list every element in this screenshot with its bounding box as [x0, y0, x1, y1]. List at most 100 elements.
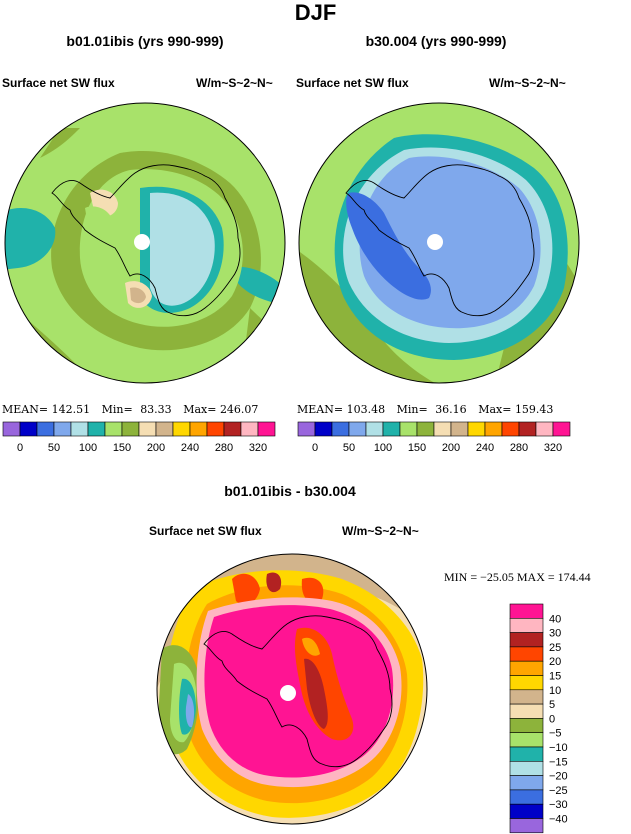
diff-coastline	[203, 615, 393, 768]
panel1-colorbar-tick-label: 240	[181, 442, 199, 454]
diff-title: b01.01ibis - b30.004	[224, 483, 356, 499]
panel2-colorbar-tick-label: 100	[374, 442, 392, 454]
panel1-colorbar-swatch	[36, 421, 55, 437]
panel1-colorbar-swatch	[189, 421, 208, 437]
panel1-min-value: 83.33	[140, 403, 172, 416]
panel2-colorbar-swatch	[348, 421, 367, 437]
panel2-colorbar-swatch	[331, 421, 350, 437]
panel1-colorbar-swatch	[2, 421, 21, 437]
diff-patch	[185, 694, 195, 728]
panel2-units-label: W/m~S~2~N~	[489, 76, 566, 90]
panel2-colorbar-swatch	[416, 421, 435, 437]
diff-stats: MIN = −25.05 MAX = 174.44	[444, 570, 591, 584]
diff-colorbar-tick-label: 25	[549, 642, 561, 654]
panel1-colorbar: 0 50 100 150 200 240 280 320	[2, 421, 276, 454]
panel1-patch	[230, 266, 285, 303]
panel1-stats: MEAN= 142.51 Min= 83.33 Max= 246.07	[2, 403, 258, 416]
diff-colorbar-tick-label: 40	[549, 613, 561, 625]
panel2-colorbar-tick-label: 280	[510, 442, 528, 454]
diff-colorbar-tick-label: −20	[549, 771, 568, 783]
diff-colorbar-tick-label: −30	[549, 799, 568, 811]
panel2-stats: MEAN= 103.48 Min= 36.16 Max= 159.43	[297, 403, 553, 416]
panel2-colorbar-swatch	[382, 421, 401, 437]
panel2-colorbar-swatch	[314, 421, 333, 437]
panel1-colorbar-tick-label: 280	[215, 442, 233, 454]
diff-polar-map	[156, 553, 428, 825]
panel1-colorbar-tick-label: 50	[48, 442, 60, 454]
diff-colorbar-swatch	[509, 803, 544, 819]
panel1-max-value: 246.07	[219, 403, 259, 416]
diff-patch	[301, 577, 324, 603]
diff-units-label: W/m~S~2~N~	[342, 524, 419, 538]
diff-colorbar-swatch	[509, 689, 544, 705]
panel2-variable-label: Surface net SW flux	[296, 76, 409, 90]
panel2-coastline	[345, 164, 535, 317]
diff-colorbar-tick-label: −40	[549, 814, 568, 826]
diff-colorbar-swatch	[509, 675, 544, 691]
panel1-mean-value: 142.51	[51, 403, 91, 416]
diff-colorbar-tick-label: −10	[549, 742, 568, 754]
panel2-min-value: 36.16	[435, 403, 467, 416]
diff-colorbar-swatch	[509, 789, 544, 805]
panel2-colorbar-swatch	[552, 421, 571, 437]
panel1-coastline	[51, 164, 241, 317]
panel1-colorbar-swatch	[87, 421, 106, 437]
diff-colorbar-tick-label: 0	[549, 713, 555, 725]
diff-patch	[266, 572, 282, 593]
panel1-map-border	[4, 102, 286, 384]
diff-colorbar-tick-label: 20	[549, 656, 561, 668]
diff-colorbar-swatch	[509, 632, 544, 648]
diff-colorbar-tick-label: 10	[549, 685, 561, 697]
panel1-colorbar-swatch	[172, 421, 191, 437]
panel2-patch	[346, 192, 431, 300]
panel1-colorbar-swatch	[155, 421, 174, 437]
panel2-max-value: 159.43	[514, 403, 554, 416]
panel2-colorbar-swatch	[399, 421, 418, 437]
panel1-polar-map	[4, 102, 286, 384]
diff-colorbar-swatch	[509, 746, 544, 762]
panel2-colorbar-tick-label: 0	[312, 442, 318, 454]
diff-colorbar-tick-label: 30	[549, 628, 561, 640]
diff-colorbar-tick-label: 5	[549, 699, 555, 711]
panel1-colorbar-tick-label: 0	[17, 442, 23, 454]
diff-map-border	[156, 553, 428, 825]
panel1-patch	[150, 192, 215, 306]
panel2-map-border	[298, 102, 580, 384]
diff-colorbar-swatch	[509, 603, 544, 619]
panel1-colorbar-swatch	[240, 421, 259, 437]
diff-patch	[294, 627, 354, 741]
main-title: DJF	[294, 0, 337, 25]
panel1-units-label: W/m~S~2~N~	[196, 76, 273, 90]
panel1-colorbar-swatch	[53, 421, 72, 437]
panel2-colorbar-tick-label: 240	[476, 442, 494, 454]
diff-colorbar-swatch	[509, 703, 544, 719]
panel2-colorbar: 0 50 100 150 200 240 280 320	[297, 421, 571, 454]
panel2-colorbar-swatch	[518, 421, 537, 437]
panel2-colorbar-swatch	[450, 421, 469, 437]
diff-pole-marker	[280, 685, 296, 701]
diff-colorbar: 40 30 25 20 15 10 5 0 −5 −10 −15 −20 −25 −30 −40	[509, 603, 568, 834]
diff-colorbar-swatch	[509, 761, 544, 776]
panel2-mean-label: MEAN=	[297, 403, 344, 416]
diff-patch	[304, 658, 328, 729]
diff-colorbar-tick-label: −15	[549, 756, 568, 768]
panel1-colorbar-swatch	[138, 421, 157, 437]
diff-patch	[302, 637, 320, 656]
panel2-mean-value: 103.48	[346, 403, 386, 416]
panel1-min-label: Min=	[101, 403, 133, 416]
diff-colorbar-tick-label: 15	[549, 671, 561, 683]
panel2-colorbar-swatch	[484, 421, 503, 437]
panel1-colorbar-swatch	[206, 421, 225, 437]
panel1-colorbar-swatch	[104, 421, 123, 437]
diff-patch	[232, 573, 260, 605]
panel1-colorbar-tick-label: 100	[79, 442, 97, 454]
panel1-colorbar-swatch	[70, 421, 89, 437]
panel1-variable-label: Surface net SW flux	[2, 76, 115, 90]
panel1-colorbar-tick-label: 320	[249, 442, 267, 454]
panel1-colorbar-tick-label: 200	[147, 442, 165, 454]
panel2-colorbar-tick-label: 200	[442, 442, 460, 454]
panel2-colorbar-swatch	[535, 421, 554, 437]
panel1-patch	[5, 208, 56, 270]
panel1-patch	[40, 128, 80, 158]
panel2-min-label: Min=	[396, 403, 428, 416]
